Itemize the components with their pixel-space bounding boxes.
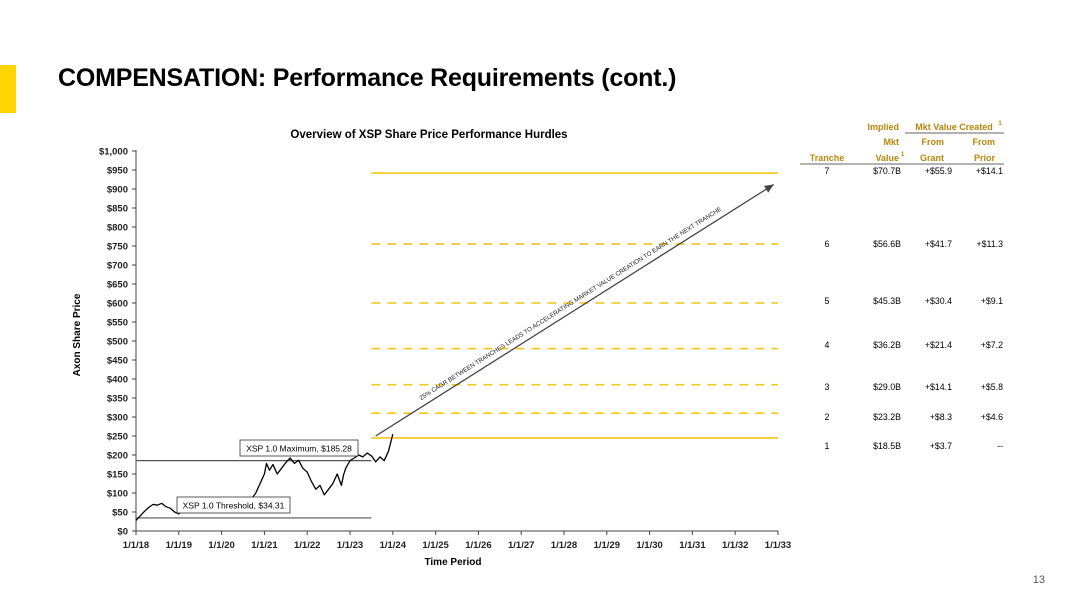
y-tick-label: $750 [107,242,128,253]
table-cell-from-grant: +$55.9 [925,166,952,176]
y-tick-label: $850 [107,204,128,215]
chart-title: Overview of XSP Share Price Performance … [290,129,567,141]
y-tick-label: $1,000 [99,147,128,158]
table-col-header: From [973,137,996,147]
table-cell-mkt-value: $70.7B [873,166,901,176]
table-cell-from-grant: +$3.7 [930,441,952,451]
table-cell-mkt-value: $23.2B [873,412,901,422]
cagr-arrow-shaft [375,183,775,437]
table-col-header: Value [875,153,899,163]
x-tick-label: 1/1/29 [594,540,620,551]
table-col-header: Implied [867,122,899,132]
x-tick-label: 1/1/24 [380,540,407,551]
y-tick-label: $550 [107,318,128,329]
table-cell-from-prior: +$7.2 [981,340,1003,350]
y-tick-label: $500 [107,337,128,348]
x-tick-label: 1/1/32 [722,540,748,551]
y-tick-label: $250 [107,432,128,443]
x-tick-label: 1/1/33 [765,540,791,551]
y-tick-label: $200 [107,451,128,462]
callout-label: XSP 1.0 Maximum, $185.28 [246,444,352,454]
x-tick-label: 1/1/28 [551,540,577,551]
y-tick-label: $400 [107,375,128,386]
table-cell-from-prior: +$11.3 [977,239,1004,249]
y-tick-label: $700 [107,261,128,272]
y-axis-label: Axon Share Price [72,293,83,376]
table-cell-mkt-value: $45.3B [873,296,901,306]
y-tick-label: $350 [107,394,128,405]
y-tick-label: $800 [107,223,128,234]
x-tick-label: 1/1/26 [465,540,491,551]
x-tick-label: 1/1/20 [208,540,234,551]
x-tick-label: 1/1/22 [294,540,320,551]
table-cell-mkt-value: $18.5B [873,441,901,451]
table-cell-from-grant: +$8.3 [930,412,952,422]
table-cell-tranche: 7 [825,166,830,176]
y-tick-label: $900 [107,185,128,196]
x-axis-label: Time Period [424,557,481,568]
cagr-arrow-label: 25% CAGR BETWEEN TRANCHES LEADS TO ACCEL… [418,206,723,402]
x-tick-label: 1/1/31 [679,540,706,551]
table-cell-tranche: 5 [825,296,830,306]
table-cell-from-grant: +$21.4 [925,340,952,350]
accent-bar [0,65,16,113]
table-group-header-sup: 1 [998,121,1002,127]
table-cell-from-grant: +$30.4 [925,296,952,306]
table-cell-tranche: 2 [825,412,830,422]
x-tick-label: 1/1/23 [337,540,363,551]
table-cell-tranche: 4 [825,340,830,350]
table-cell-from-grant: +$14.1 [925,382,952,392]
x-tick-label: 1/1/18 [123,540,149,551]
table-cell-from-grant: +$41.7 [925,239,952,249]
y-tick-label: $100 [107,489,128,500]
table-cell-tranche: 6 [825,239,830,249]
table-col-header: From [922,137,945,147]
table-col-header-sup: 1 [901,152,905,158]
x-tick-label: 1/1/30 [636,540,662,551]
y-tick-label: $600 [107,299,128,310]
page-number: 13 [1032,574,1045,586]
table-col-header: Tranche [810,153,845,163]
table-cell-mkt-value: $29.0B [873,382,901,392]
table-cell-from-prior: +$4.6 [981,412,1003,422]
cagr-arrow-head [763,184,774,193]
table-col-header: Prior [974,153,996,163]
slide-title: COMPENSATION: Performance Requirements (… [58,64,677,92]
y-tick-label: $50 [112,508,128,519]
x-tick-label: 1/1/25 [422,540,449,551]
table-cell-mkt-value: $56.6B [873,239,901,249]
x-tick-label: 1/1/21 [251,540,278,551]
y-tick-label: $0 [117,527,128,538]
table-col-header: Mkt [884,137,900,147]
callout-box [239,439,359,457]
y-tick-label: $300 [107,413,128,424]
x-tick-label: 1/1/27 [508,540,534,551]
x-tick-label: 1/1/19 [166,540,192,551]
table-cell-from-prior: +$14.1 [976,166,1003,176]
y-tick-label: $450 [107,356,128,367]
table-cell-from-prior: -- [997,441,1003,451]
y-tick-label: $150 [107,470,128,481]
table-cell-from-prior: +$5.8 [981,382,1003,392]
table-col-header: Grant [920,153,944,163]
table-cell-mkt-value: $36.2B [873,340,901,350]
y-tick-label: $950 [107,166,128,177]
table-group-header: Mkt Value Created [915,122,993,132]
callout-box [176,496,291,514]
table-cell-tranche: 1 [825,441,830,451]
callout-label: XSP 1.0 Threshold, $34.31 [183,501,285,511]
table-cell-from-prior: +$9.1 [981,296,1003,306]
y-tick-label: $650 [107,280,128,291]
table-cell-tranche: 3 [825,382,830,392]
